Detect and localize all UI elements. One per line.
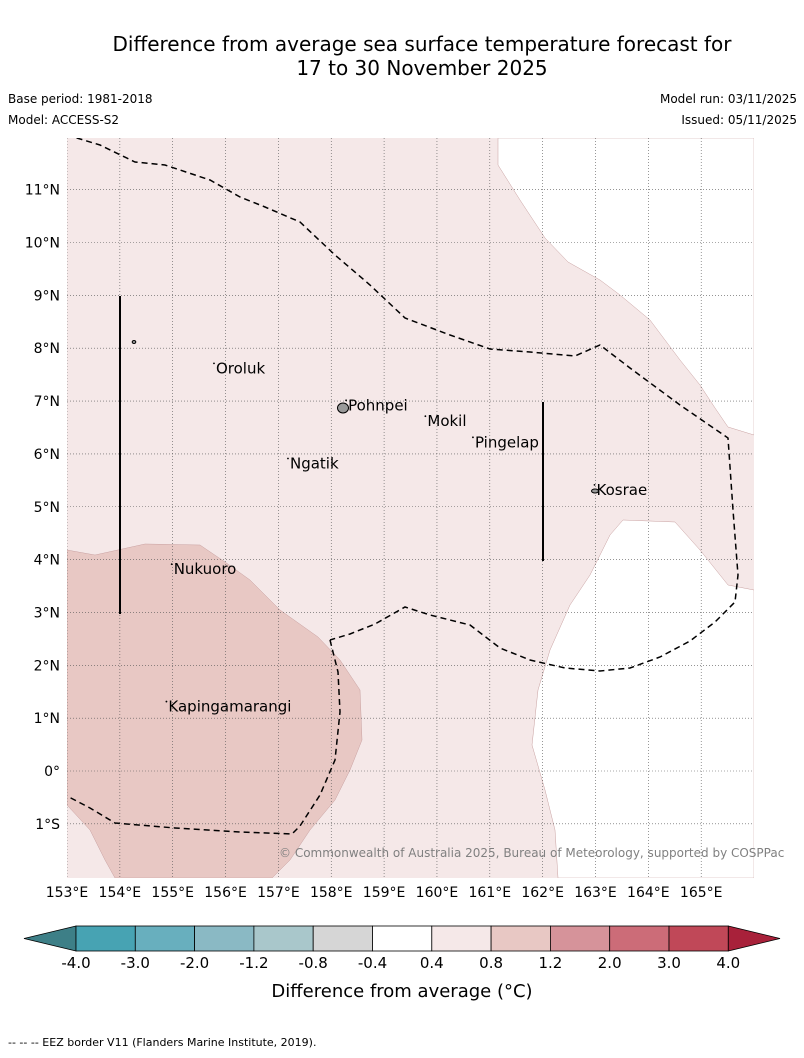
place-label: Kosrae xyxy=(597,481,648,499)
longitude-tick-label: 162°E xyxy=(521,885,564,901)
latitude-tick-label: 1°N xyxy=(34,711,60,727)
longitude-tick-label: 154°E xyxy=(99,885,142,901)
copyright-note: © Commonwealth of Australia 2025, Bureau… xyxy=(279,846,785,860)
longitude-tick-label: 164°E xyxy=(627,885,670,901)
model-run: Model run: 03/11/2025 xyxy=(659,92,797,106)
eez-footnote: -- -- -- EEZ border V11 (Flanders Marine… xyxy=(8,1036,317,1049)
title-line-1: Difference from average sea surface temp… xyxy=(112,32,732,56)
axis-tick-labels: 153°E 154°E 155°E 156°E 157°E 158°E 159°E 160°E… xyxy=(25,183,723,901)
latitude-tick-label: 2°N xyxy=(34,658,60,674)
eez-border-south xyxy=(67,639,341,835)
base-period: Base period: 1981-2018 xyxy=(8,92,153,106)
pohnpei-island-shape xyxy=(337,402,349,414)
longitude-tick-label: 161°E xyxy=(469,885,512,901)
place-label: Pohnpei xyxy=(348,396,408,414)
longitude-tick-label: 163°E xyxy=(574,885,617,901)
latitude-tick-label: 10°N xyxy=(25,236,60,252)
latitude-tick-label: 4°N xyxy=(34,553,60,569)
longitude-tick-label: 165°E xyxy=(680,885,723,901)
map-plot-area: Oroluk Pohnpei Mokil Pingelap Ngatik Kosrae Nu… xyxy=(67,138,754,878)
island-marker xyxy=(593,483,596,486)
latitude-tick-label: 5°N xyxy=(34,500,60,516)
latitude-tick-label: 0° xyxy=(44,764,60,780)
latitude-tick-label: 9°N xyxy=(34,288,60,304)
place-label: Kapingamarangi xyxy=(168,698,291,716)
longitude-tick-label: 156°E xyxy=(204,885,247,901)
anomaly-region-neutral-south xyxy=(531,519,754,878)
kosrae-island-shape xyxy=(591,488,599,494)
longitude-tick-label: 160°E xyxy=(416,885,459,901)
longitude-tick-label: 157°E xyxy=(257,885,300,901)
place-label: Pingelap xyxy=(475,433,539,451)
island-marker xyxy=(287,457,289,460)
longitude-tick-label: 159°E xyxy=(363,885,406,901)
longitude-tick-label: 155°E xyxy=(151,885,194,901)
longitude-tick-label: 153°E xyxy=(46,885,89,901)
grid-lines xyxy=(67,138,754,878)
eez-border-north xyxy=(74,138,739,672)
anomaly-region-warm xyxy=(67,543,363,878)
island-marker xyxy=(213,362,215,365)
title-line-2: 17 to 30 November 2025 xyxy=(296,56,548,80)
latitude-tick-label: 8°N xyxy=(34,341,60,357)
island-marker xyxy=(424,415,427,418)
latitude-tick-label: 7°N xyxy=(34,394,60,410)
place-label: Oroluk xyxy=(216,359,265,377)
island-marker xyxy=(170,563,173,566)
island-marker xyxy=(345,399,348,402)
latitude-tick-label: 11°N xyxy=(25,183,60,199)
latitude-tick-label: 3°N xyxy=(34,605,60,621)
map-title: Difference from average sea surface temp… xyxy=(0,32,804,80)
longitude-tick-label: 158°E xyxy=(310,885,353,901)
island-markers xyxy=(165,362,596,703)
latitude-tick-label: 1°S xyxy=(35,817,60,833)
anomaly-region-neutral-north xyxy=(497,138,754,436)
issued-date: Issued: 05/11/2025 xyxy=(681,113,797,127)
latitude-tick-label: 6°N xyxy=(34,447,60,463)
place-label: Ngatik xyxy=(290,454,339,472)
island-marker xyxy=(472,436,474,439)
model-name: Model: ACCESS-S2 xyxy=(8,113,120,127)
place-label: Nukuoro xyxy=(174,560,237,578)
island-marker xyxy=(165,700,168,703)
small-island-shape xyxy=(131,340,137,344)
place-labels: Oroluk Pohnpei Mokil Pingelap Ngatik Kosrae Nu… xyxy=(168,359,647,715)
place-label: Mokil xyxy=(427,412,466,430)
